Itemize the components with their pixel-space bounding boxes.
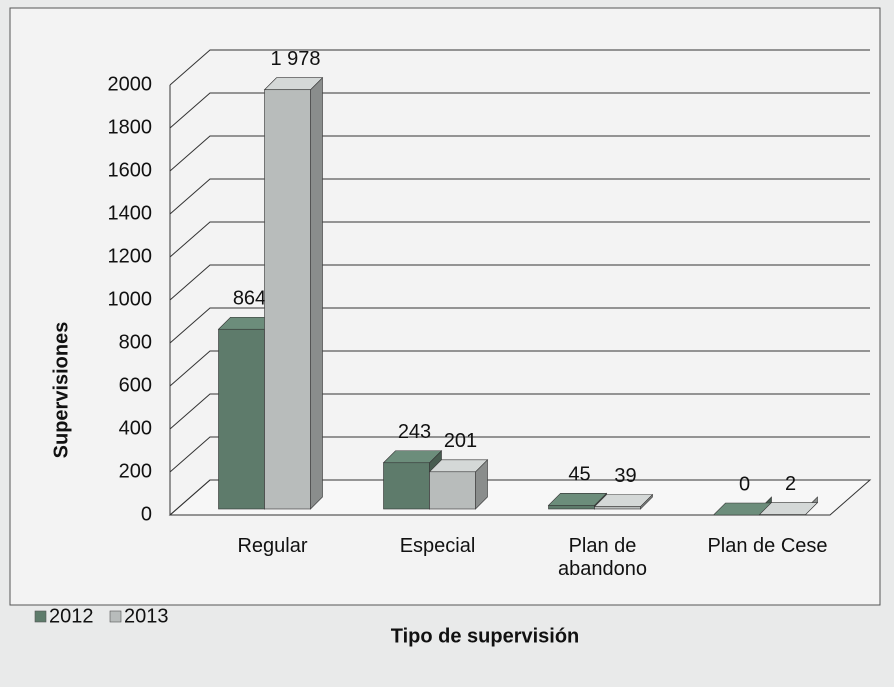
grid-line	[169, 92, 870, 129]
bar-side	[310, 77, 323, 510]
x-tick-label: Plan de abandono	[558, 535, 647, 580]
y-tick-label: 0	[141, 503, 152, 525]
bar-front	[548, 505, 595, 510]
value-label: 0	[739, 473, 750, 495]
y-tick-label: 800	[119, 331, 152, 353]
legend-label: 2012	[49, 605, 94, 627]
legend-swatch	[109, 610, 122, 623]
value-label: 864	[233, 288, 266, 310]
bar	[428, 459, 489, 510]
grid-line	[169, 135, 870, 172]
value-label: 45	[568, 464, 590, 486]
grid-line	[169, 350, 870, 387]
y-tick-label: 1000	[108, 288, 153, 310]
bar-front	[383, 462, 430, 510]
value-label: 201	[444, 430, 477, 452]
x-axis-label: Tipo de supervisión	[391, 625, 580, 647]
bar-front	[218, 328, 265, 510]
x-tick-label: Regular	[237, 535, 308, 557]
y-tick-label: 600	[119, 374, 152, 396]
grid-line	[169, 264, 870, 301]
bar	[758, 496, 819, 516]
y-tick-label: 1200	[108, 245, 153, 267]
y-tick-label: 400	[119, 417, 152, 439]
grid-line	[169, 221, 870, 258]
value-label: 1 978	[270, 48, 320, 70]
y-tick-label: 200	[119, 460, 152, 482]
bar	[593, 493, 654, 510]
legend-label: 2013	[124, 605, 169, 627]
grid-line	[169, 436, 870, 473]
grid-line	[169, 479, 870, 516]
grid-line	[169, 49, 870, 86]
y-axis-label: Supervisiones	[50, 322, 72, 459]
bar-front	[429, 471, 476, 510]
value-label: 2	[785, 473, 796, 495]
value-label: 243	[398, 421, 431, 443]
bar-top	[758, 502, 819, 515]
y-tick-label: 1600	[108, 159, 153, 181]
bar-front	[594, 506, 641, 510]
legend-swatch	[34, 610, 47, 623]
grid-line	[169, 178, 870, 215]
x-tick-label: Plan de Cese	[707, 535, 828, 557]
value-label: 39	[614, 465, 636, 487]
y-tick-label: 1800	[108, 116, 153, 138]
grid-line	[169, 393, 870, 430]
y-tick-label: 2000	[108, 73, 153, 95]
grid-line	[169, 307, 870, 344]
y-tick-label: 1400	[108, 202, 153, 224]
x-tick-label: Especial	[399, 535, 476, 557]
bar	[263, 77, 324, 510]
bar-front	[264, 89, 311, 510]
